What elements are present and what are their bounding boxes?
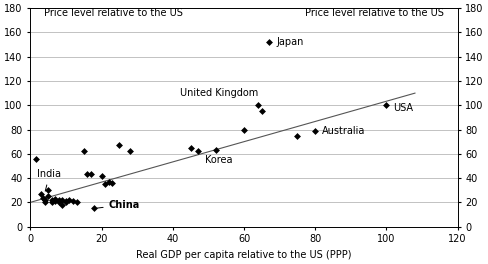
Point (51, 197, 59, 201)
Point (48, 200, 56, 205)
Text: India: India (38, 169, 61, 191)
Point (83, 172, 91, 177)
Point (105, 180, 113, 184)
Point (59, 198, 66, 202)
Point (240, 128, 248, 132)
Point (254, 103, 262, 107)
Point (44, 188, 52, 192)
Point (126, 149, 134, 153)
Point (258, 109, 265, 114)
Point (383, 103, 390, 107)
Point (187, 146, 195, 150)
Point (44, 194, 52, 199)
Point (116, 143, 123, 147)
Point (55, 200, 62, 205)
Text: Korea: Korea (205, 155, 232, 165)
Text: Price level relative to the US: Price level relative to the US (305, 8, 444, 18)
Point (32, 157, 40, 161)
Point (194, 149, 202, 153)
Point (265, 40, 273, 44)
Point (101, 182, 109, 186)
Point (51, 199, 59, 203)
Point (293, 134, 301, 138)
Point (48, 198, 56, 202)
Point (62, 200, 70, 205)
Point (80, 149, 88, 153)
Text: Australia: Australia (323, 126, 366, 136)
Point (62, 199, 70, 203)
X-axis label: Real GDP per capita relative to the US (PPP): Real GDP per capita relative to the US (… (136, 250, 352, 260)
Point (87, 172, 95, 177)
Point (41, 198, 48, 202)
Text: USA: USA (394, 103, 414, 113)
Text: Price level relative to the US: Price level relative to the US (44, 8, 183, 18)
Text: China: China (97, 200, 140, 210)
Point (90, 206, 98, 211)
Point (212, 148, 220, 152)
Point (311, 129, 319, 133)
Point (55, 198, 62, 202)
Point (39, 195, 47, 200)
Point (108, 181, 116, 185)
Point (65, 198, 73, 202)
Point (73, 200, 81, 205)
Point (59, 203, 66, 207)
Point (41, 200, 48, 205)
Point (37, 192, 45, 196)
Point (69, 199, 77, 203)
Point (98, 173, 105, 178)
Text: Japan: Japan (276, 37, 304, 47)
Text: United Kingdom: United Kingdom (180, 88, 258, 98)
